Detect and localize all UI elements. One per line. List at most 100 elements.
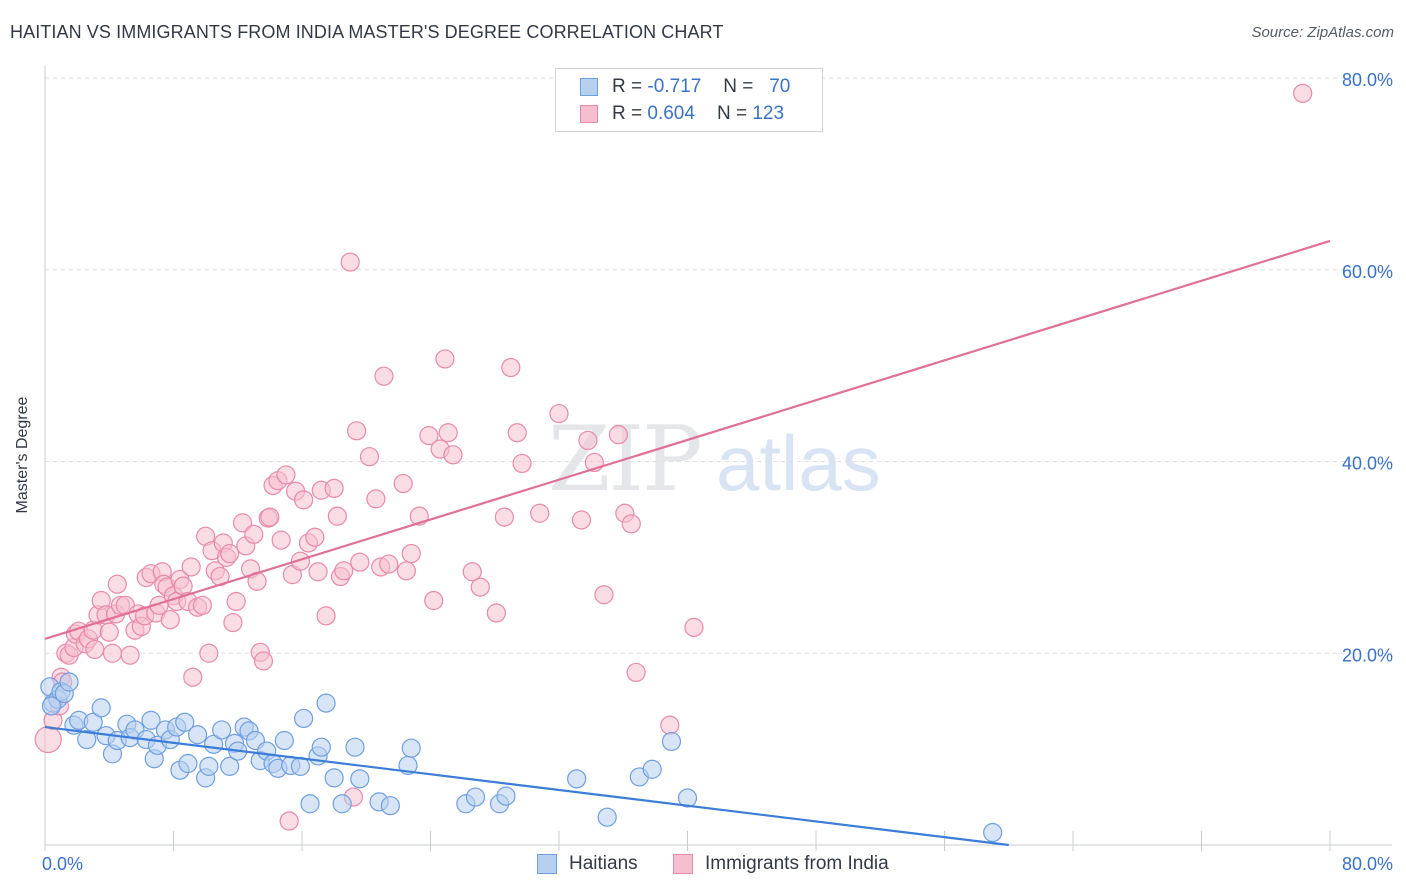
n-label: N = xyxy=(723,76,754,97)
y-tick-label: 40.0% xyxy=(1342,454,1393,474)
haitian-point xyxy=(316,693,336,713)
india-point xyxy=(530,503,550,523)
india-point xyxy=(393,473,413,494)
india-point xyxy=(199,643,219,663)
legend-label-haitians: Haitians xyxy=(569,853,638,874)
n-label: N = xyxy=(716,103,748,124)
india-point xyxy=(340,252,360,272)
india-point xyxy=(494,507,514,527)
haitian-point xyxy=(178,753,198,774)
india-point xyxy=(308,562,328,582)
legend-label-india: Immigrants from India xyxy=(705,853,889,874)
india-point xyxy=(443,445,463,465)
india-point xyxy=(350,552,370,572)
source-label: Source: ZipAtlas.com xyxy=(1251,24,1394,41)
india-point xyxy=(660,715,680,735)
india-point xyxy=(276,465,296,485)
haitian-point xyxy=(141,710,161,730)
blue-swatch-icon xyxy=(537,854,557,874)
india-point xyxy=(507,423,527,443)
haitian-point xyxy=(274,730,294,751)
india-point xyxy=(223,612,243,633)
y-tick-label: 60.0% xyxy=(1342,262,1393,282)
stats-legend-row-india: R = 0.604 N = 123 xyxy=(580,102,784,126)
india-point xyxy=(1293,83,1313,103)
india-point xyxy=(438,423,458,443)
india-point xyxy=(684,617,704,637)
watermark-atlas: atlas xyxy=(716,419,881,507)
haitian-point xyxy=(597,807,617,827)
india-point xyxy=(120,645,140,665)
pink-swatch-icon xyxy=(673,854,693,874)
n-value: 70 xyxy=(769,76,791,97)
pink-swatch-icon xyxy=(580,105,598,123)
haitian-point xyxy=(983,822,1003,843)
legend-item-india[interactable]: Immigrants from India xyxy=(673,852,889,876)
haitian-point xyxy=(41,696,62,716)
r-value: 0.604 xyxy=(647,103,695,124)
stats-legend-row-haitians: R = -0.717 N = 70 xyxy=(580,75,790,99)
india-point xyxy=(220,543,240,564)
india-point xyxy=(419,426,439,446)
india-point xyxy=(294,490,314,510)
india-point xyxy=(549,403,569,424)
india-point xyxy=(366,489,386,509)
haitian-point xyxy=(677,788,698,808)
r-label: R = xyxy=(612,76,643,97)
india-point xyxy=(571,510,592,530)
india-point xyxy=(160,610,180,630)
india-point xyxy=(99,622,119,642)
india-point xyxy=(226,591,246,612)
x-tick-label: 80.0% xyxy=(1342,854,1393,874)
india-point xyxy=(181,557,201,577)
india-point xyxy=(501,357,521,378)
haitian-point xyxy=(311,737,331,757)
india-point xyxy=(396,561,417,581)
haitian-point xyxy=(332,794,352,814)
y-tick-label: 80.0% xyxy=(1342,70,1393,90)
india-point xyxy=(232,513,253,533)
haitian-point xyxy=(496,786,516,806)
haitian-point xyxy=(661,731,682,752)
haitian-point xyxy=(294,708,314,729)
india-point xyxy=(327,506,347,526)
india-point xyxy=(626,662,646,683)
haitian-point xyxy=(300,794,320,814)
india-point xyxy=(253,651,274,671)
india-point xyxy=(608,425,629,445)
india-point xyxy=(424,590,444,611)
india-point xyxy=(374,366,394,386)
india-point xyxy=(359,447,380,467)
india-point xyxy=(401,543,421,564)
india-point xyxy=(324,478,344,498)
india-point xyxy=(85,639,105,660)
india-point xyxy=(107,574,127,594)
india-trend-line xyxy=(44,239,1331,640)
india-point xyxy=(512,453,532,474)
legend-item-haitians[interactable]: Haitians xyxy=(537,852,638,876)
india-point xyxy=(290,551,310,571)
haitian-point xyxy=(324,768,344,788)
india-point xyxy=(462,562,482,582)
india-point xyxy=(578,430,598,451)
haitian-point xyxy=(175,712,195,732)
india-point xyxy=(334,561,354,581)
india-point xyxy=(244,524,264,544)
blue-swatch-icon xyxy=(580,78,598,96)
india-point xyxy=(279,811,299,831)
haitian-point xyxy=(59,672,79,692)
haitian-point xyxy=(187,725,208,745)
india-point xyxy=(183,667,203,687)
haitian-point xyxy=(212,720,232,740)
haitian-trend-line xyxy=(44,725,1009,847)
haitian-point xyxy=(345,737,365,757)
india-point xyxy=(102,643,123,663)
haitian-point xyxy=(465,787,486,807)
india-point xyxy=(316,606,336,626)
haitian-point xyxy=(401,738,421,758)
haitian-point xyxy=(220,756,240,776)
haitian-point xyxy=(91,698,111,718)
haitian-point xyxy=(380,796,400,816)
y-axis-label: Master's Degree xyxy=(14,396,31,514)
